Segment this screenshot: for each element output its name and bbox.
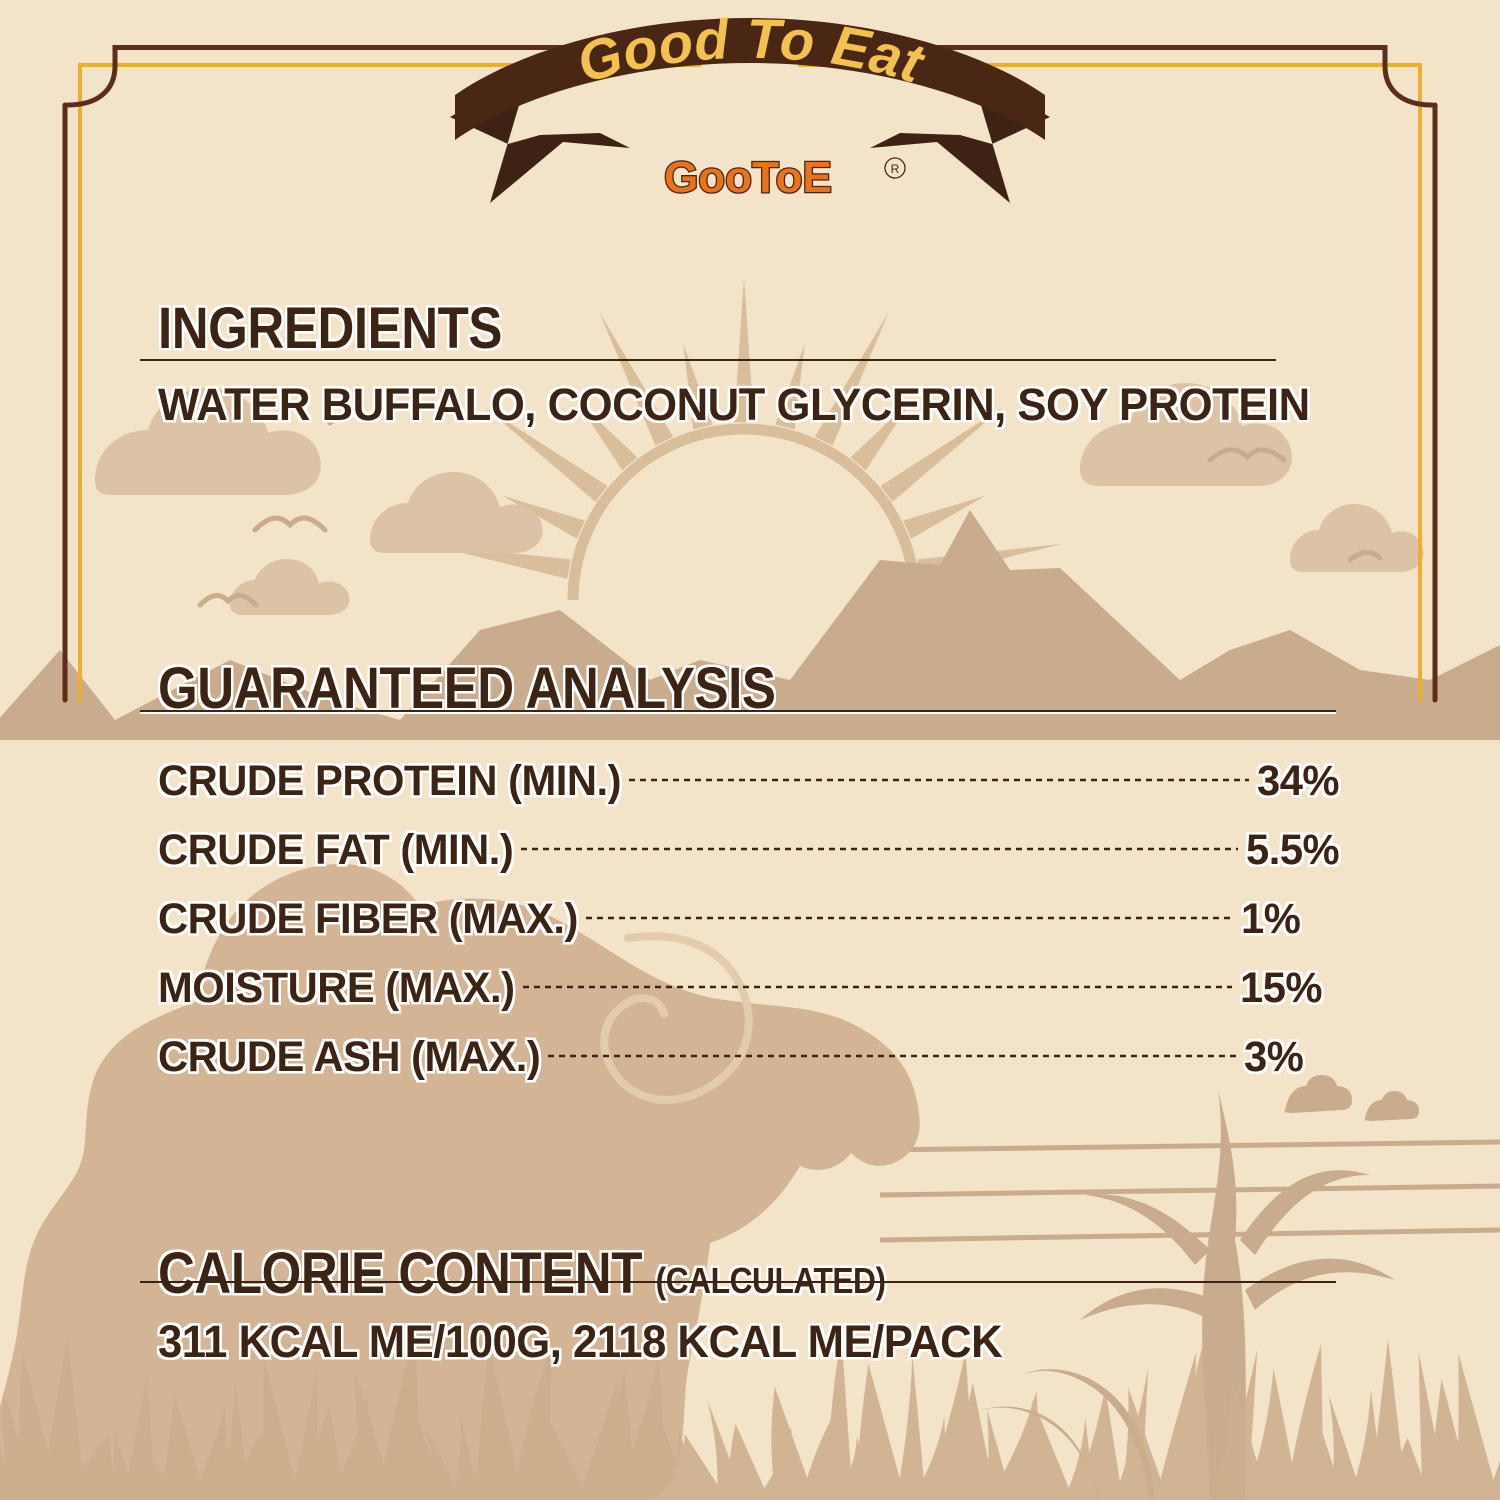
svg-text:R: R (891, 162, 900, 176)
svg-text:GooToE: GooToE (664, 153, 832, 202)
